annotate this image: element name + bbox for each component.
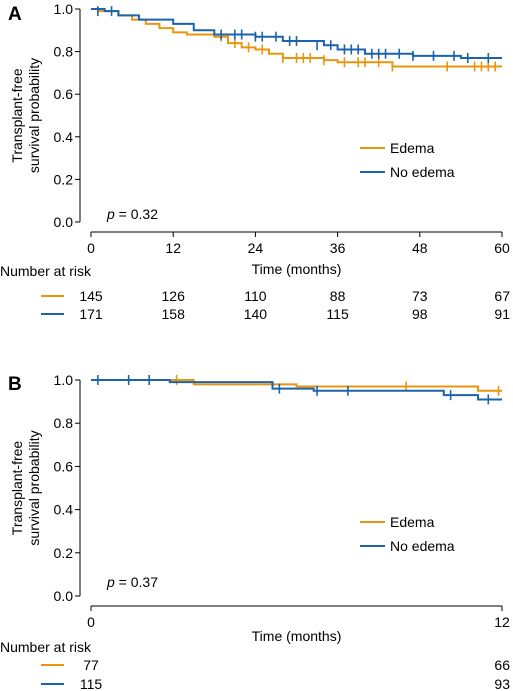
y-tick-label: 0.8 [54,44,74,60]
km-curve-no_edema [91,8,502,59]
panel-label: A [8,4,22,25]
y-tick-label: 0.0 [54,588,74,604]
legend-label: No edema [390,538,455,554]
risk-count: 67 [494,288,510,304]
x-axis-label: Time (months) [252,628,342,644]
risk-count: 93 [494,676,510,691]
x-tick-label: 12 [165,240,181,256]
p-value-annotation: p = 0.32 [106,206,158,222]
risk-table-title: Number at risk [0,263,92,279]
x-axis-label: Time (months) [252,261,342,277]
y-tick-label: 0.6 [54,458,74,474]
x-tick-label: 24 [248,240,264,256]
y-tick-label: 0.2 [54,545,74,561]
risk-count: 145 [79,288,103,304]
risk-count: 98 [412,306,428,322]
y-axis-label: Transplant-free [9,441,25,536]
y-tick-label: 0.6 [54,86,74,102]
panel-label: B [8,374,22,395]
risk-count: 88 [330,288,346,304]
risk-count: 91 [494,306,510,322]
y-tick-label: 0.8 [54,415,74,431]
risk-count: 110 [244,288,267,304]
p-value-annotation: p = 0.37 [106,574,158,590]
x-tick-label: 12 [494,614,510,630]
km-curve-no_edema [91,379,502,401]
risk-count: 171 [79,306,103,322]
y-tick-label: 1.0 [54,1,74,17]
risk-count: 77 [83,657,99,673]
y-tick-label: 0.4 [54,502,74,518]
x-tick-label: 0 [87,614,95,630]
risk-count: 158 [162,306,186,322]
y-axis-label: survival probability [26,58,42,173]
risk-count: 126 [162,288,186,304]
y-axis-label: Transplant-free [9,68,25,163]
x-tick-label: 60 [494,240,510,256]
x-tick-label: 48 [412,240,428,256]
p-value-text: = 0.37 [115,574,158,590]
y-tick-label: 0.0 [54,214,74,230]
legend-label: Edema [390,140,435,156]
y-tick-label: 0.2 [54,171,74,187]
p-value-symbol: p [106,574,115,590]
risk-count: 73 [412,288,428,304]
risk-count: 115 [326,306,349,322]
km-curve-edema [91,379,502,392]
risk-count: 140 [244,306,268,322]
x-tick-label: 0 [87,240,95,256]
legend-label: No edema [390,164,455,180]
p-value-text: = 0.32 [115,206,158,222]
y-tick-label: 1.0 [54,372,74,388]
y-axis-label: survival probability [26,430,42,545]
risk-table-title: Number at risk [0,639,92,655]
risk-count: 66 [494,657,510,673]
risk-count: 115 [80,676,103,691]
x-tick-label: 36 [330,240,346,256]
p-value-symbol: p [106,206,115,222]
y-tick-label: 0.4 [54,129,74,145]
legend-label: Edema [390,514,435,530]
